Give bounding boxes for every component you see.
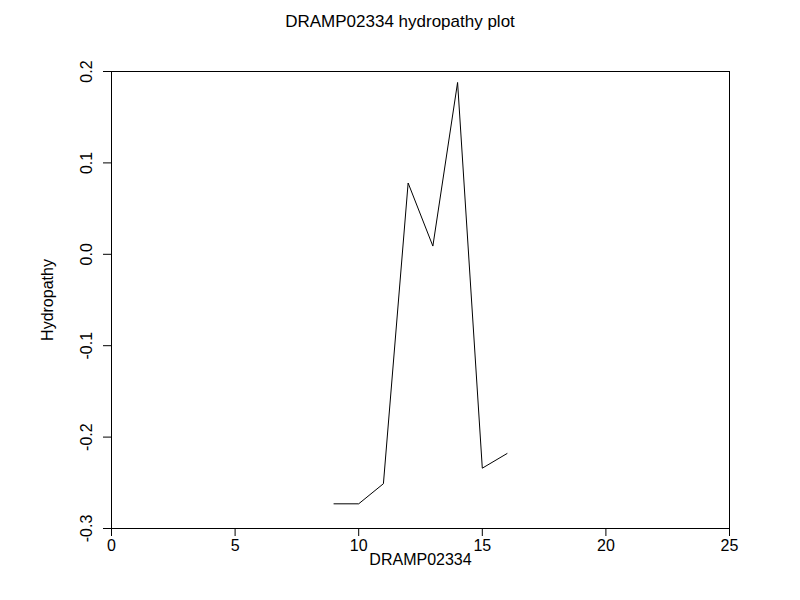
svg-text:10: 10	[350, 537, 368, 554]
svg-text:Hydropathy: Hydropathy	[39, 259, 56, 341]
svg-text:25: 25	[721, 537, 739, 554]
svg-text:0.1: 0.1	[78, 152, 95, 174]
svg-text:0: 0	[107, 537, 116, 554]
svg-text:-0.2: -0.2	[78, 423, 95, 451]
svg-text:0.0: 0.0	[78, 243, 95, 265]
svg-text:DRAMP02334: DRAMP02334	[369, 551, 471, 568]
svg-text:5: 5	[231, 537, 240, 554]
svg-text:20: 20	[597, 537, 615, 554]
svg-text:-0.3: -0.3	[78, 515, 95, 543]
svg-text:-0.1: -0.1	[78, 332, 95, 360]
svg-text:0.2: 0.2	[78, 60, 95, 82]
html-text:DRAMP02334 hydropathy plot: DRAMP02334 hydropathy plot	[285, 12, 515, 31]
svg-text:15: 15	[473, 537, 491, 554]
